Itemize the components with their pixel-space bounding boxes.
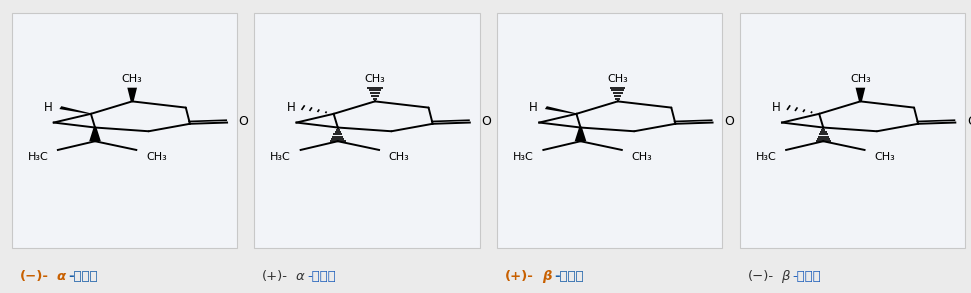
Polygon shape	[89, 127, 101, 141]
FancyBboxPatch shape	[740, 13, 965, 248]
Text: α: α	[57, 270, 66, 283]
Text: α: α	[296, 270, 305, 283]
FancyBboxPatch shape	[497, 13, 722, 248]
Polygon shape	[575, 127, 586, 141]
Text: (−)-: (−)-	[748, 270, 774, 283]
Text: -側柏銅: -側柏銅	[792, 270, 821, 283]
Text: -側柏銅: -側柏銅	[69, 270, 98, 283]
Text: H: H	[772, 101, 781, 114]
Text: H: H	[44, 101, 52, 114]
Text: CH₃: CH₃	[607, 74, 628, 84]
Text: (−)-: (−)-	[19, 270, 49, 283]
Text: β: β	[782, 270, 789, 283]
Text: H: H	[286, 101, 295, 114]
Text: O: O	[724, 115, 734, 128]
Text: CH₃: CH₃	[388, 152, 410, 162]
Polygon shape	[59, 106, 91, 114]
Text: (+)-: (+)-	[505, 270, 534, 283]
Text: CH₃: CH₃	[631, 152, 653, 162]
Text: (+)-: (+)-	[262, 270, 288, 283]
Text: CH₃: CH₃	[121, 74, 143, 84]
Text: H₃C: H₃C	[27, 152, 49, 162]
Text: H₃C: H₃C	[513, 152, 534, 162]
Text: O: O	[239, 115, 249, 128]
Text: O: O	[482, 115, 491, 128]
Text: β: β	[542, 270, 552, 283]
Text: O: O	[967, 115, 971, 128]
Text: CH₃: CH₃	[146, 152, 167, 162]
FancyBboxPatch shape	[12, 13, 237, 248]
Text: H₃C: H₃C	[755, 152, 777, 162]
Text: -側柏銅: -側柏銅	[307, 270, 336, 283]
Text: CH₃: CH₃	[874, 152, 895, 162]
Text: H: H	[529, 101, 538, 114]
Text: -側柏銅: -側柏銅	[554, 270, 585, 283]
Polygon shape	[545, 106, 577, 114]
Text: CH₃: CH₃	[364, 74, 385, 84]
FancyBboxPatch shape	[254, 13, 480, 248]
Polygon shape	[855, 88, 865, 101]
Polygon shape	[127, 88, 137, 101]
Text: CH₃: CH₃	[850, 74, 871, 84]
Text: H₃C: H₃C	[270, 152, 291, 162]
